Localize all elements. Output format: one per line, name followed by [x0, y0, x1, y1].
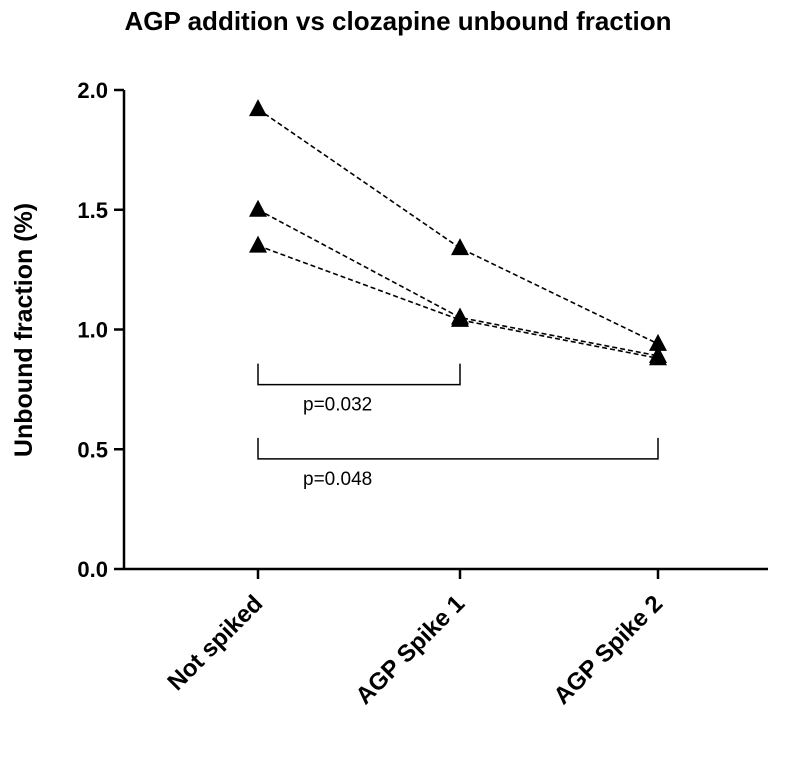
- y-axis: 0.0 0.5 1.0 1.5 2.0: [77, 78, 126, 582]
- chart-title: AGP addition vs clozapine unbound fracti…: [125, 6, 672, 36]
- y-tick-label: 1.5: [77, 198, 108, 223]
- significance-bracket: [257, 437, 659, 460]
- series-layer: [249, 99, 667, 366]
- x-tick-label: Not spiked: [162, 590, 268, 696]
- y-tick-label: 0.0: [77, 557, 108, 582]
- p-value-label: p=0.048: [303, 469, 372, 490]
- series-line-2: [257, 209, 659, 357]
- data-point-triangle: [249, 199, 267, 217]
- x-tick-label: AGP Spike 1: [351, 590, 471, 710]
- p-value-label: p=0.032: [303, 395, 372, 416]
- series-line-3: [257, 244, 659, 360]
- data-point-triangle: [249, 235, 267, 253]
- y-tick-label: 2.0: [77, 78, 108, 103]
- significance-bracket: [257, 363, 461, 386]
- y-axis-label: Unbound fraction (%): [10, 203, 38, 457]
- y-tick-label: 0.5: [77, 437, 108, 462]
- y-tick-label: 1.0: [77, 318, 108, 343]
- series-line-1: [257, 108, 659, 345]
- data-point-triangle: [249, 99, 267, 117]
- x-axis: Not spiked AGP Spike 1 AGP Spike 2: [124, 567, 768, 710]
- x-tick-label: AGP Spike 2: [549, 590, 669, 710]
- data-point-triangle: [451, 238, 469, 256]
- data-point-triangle: [649, 348, 667, 366]
- data-point-triangle: [451, 309, 469, 327]
- significance-brackets: p=0.032 p=0.048: [257, 363, 659, 490]
- data-point-triangle: [649, 333, 667, 351]
